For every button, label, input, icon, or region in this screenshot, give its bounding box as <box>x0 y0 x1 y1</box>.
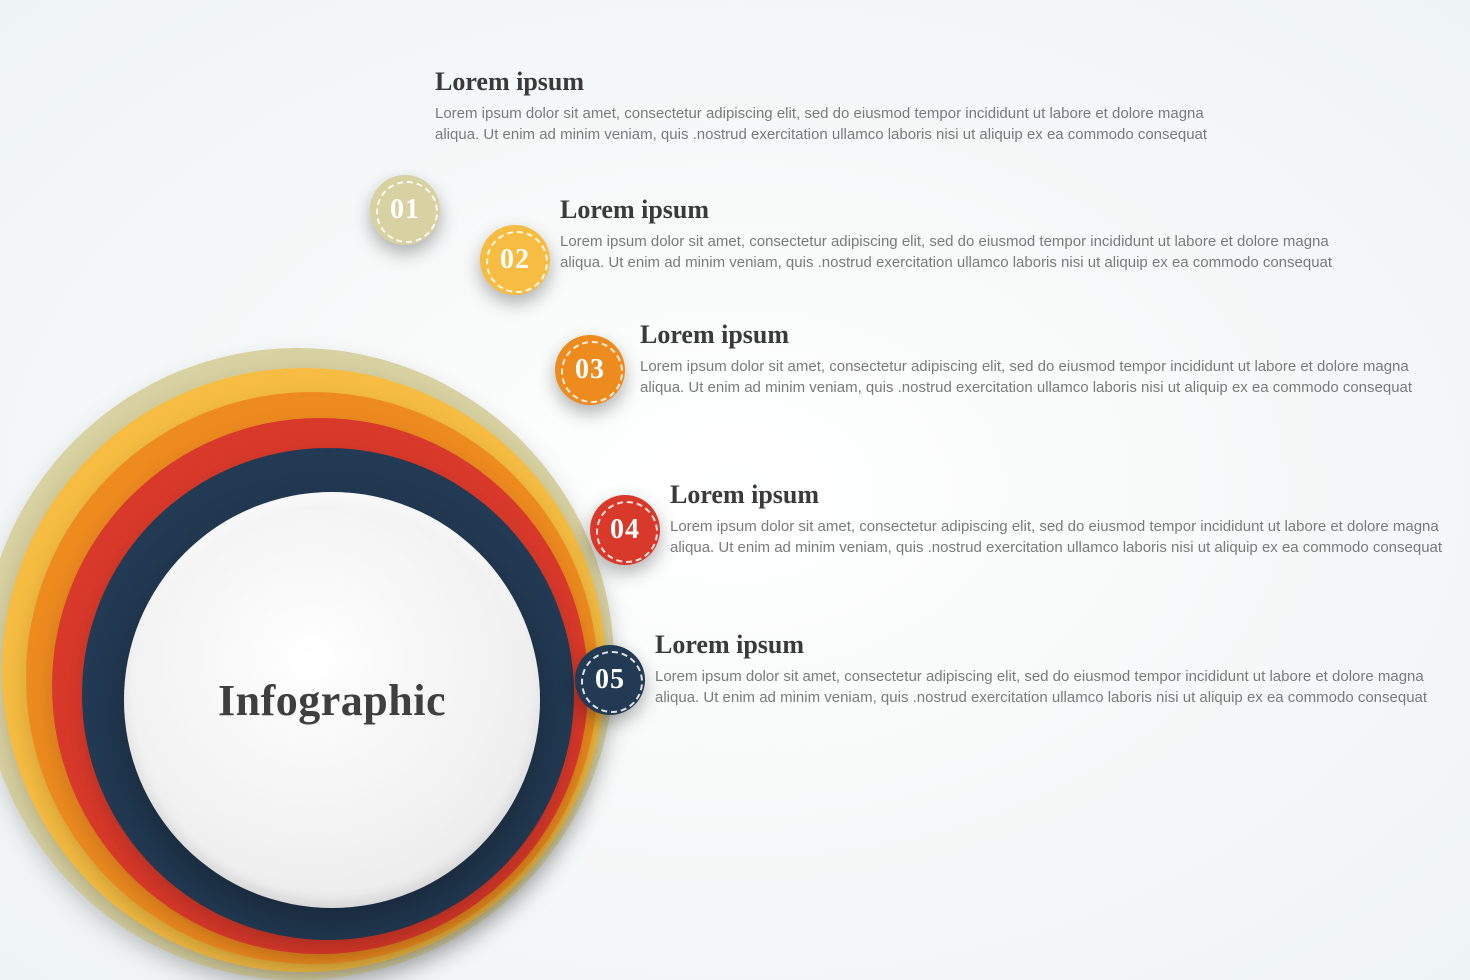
step-badge-02: 02 <box>480 225 550 295</box>
step-body-04: Lorem ipsum dolor sit amet, consectetur … <box>670 516 1450 558</box>
step-number-04: 04 <box>610 514 640 546</box>
step-title-03: Lorem ipsum <box>640 320 1420 350</box>
step-number-01: 01 <box>390 194 420 226</box>
step-number-05: 05 <box>595 664 625 696</box>
step-body-01: Lorem ipsum dolor sit amet, consectetur … <box>435 103 1215 145</box>
step-badge-05: 05 <box>575 645 645 715</box>
step-body-02: Lorem ipsum dolor sit amet, consectetur … <box>560 231 1340 273</box>
step-number-02: 02 <box>500 244 530 276</box>
step-text-03: Lorem ipsum Lorem ipsum dolor sit amet, c… <box>640 320 1420 398</box>
step-badge-04: 04 <box>590 495 660 565</box>
center-disc: Infographic <box>124 492 540 908</box>
step-text-04: Lorem ipsum Lorem ipsum dolor sit amet, c… <box>670 480 1450 558</box>
step-badge-03: 03 <box>555 335 625 405</box>
center-label: Infographic <box>218 675 446 726</box>
step-text-02: Lorem ipsum Lorem ipsum dolor sit amet, c… <box>560 195 1340 273</box>
step-title-04: Lorem ipsum <box>670 480 1450 510</box>
step-title-05: Lorem ipsum <box>655 630 1435 660</box>
step-title-02: Lorem ipsum <box>560 195 1340 225</box>
infographic-stage: Infographic 01 Lorem ipsum Lorem ipsum dolo… <box>0 0 1470 980</box>
step-body-03: Lorem ipsum dolor sit amet, consectetur … <box>640 356 1420 398</box>
step-text-05: Lorem ipsum Lorem ipsum dolor sit amet, c… <box>655 630 1435 708</box>
step-number-03: 03 <box>575 354 605 386</box>
step-title-01: Lorem ipsum <box>435 67 1215 97</box>
step-badge-01: 01 <box>370 175 440 245</box>
step-body-05: Lorem ipsum dolor sit amet, consectetur … <box>655 666 1435 708</box>
step-text-01: Lorem ipsum Lorem ipsum dolor sit amet, c… <box>435 67 1215 145</box>
